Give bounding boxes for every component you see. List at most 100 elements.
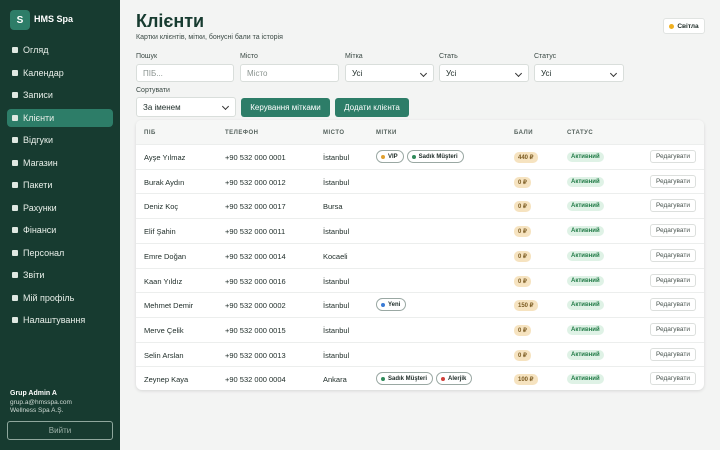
nav-label: Налаштування: [23, 315, 86, 325]
nav-item[interactable]: Відгуки: [7, 131, 113, 149]
nav-label: Відгуки: [23, 135, 54, 145]
edit-button[interactable]: Редагувати: [649, 322, 696, 336]
brand: HMS Spa: [34, 14, 74, 24]
table-row: Zeynep Kaya +90 532 000 0004 Ankara Sadık M…: [136, 366, 704, 390]
edit-button[interactable]: Редагувати: [649, 248, 696, 262]
nav-icon: [12, 317, 18, 323]
nav-item[interactable]: Мій профіль: [7, 289, 113, 307]
status-badge: Активний: [567, 349, 604, 360]
edit-button[interactable]: Редагувати: [649, 150, 696, 163]
nav-item[interactable]: Записи: [7, 86, 113, 104]
nav-icon: [12, 47, 18, 53]
tag-label: Sadık Müşteri: [388, 375, 428, 382]
nav-item[interactable]: Налаштування: [7, 311, 113, 329]
status-badge: Активний: [567, 374, 604, 385]
edit-button[interactable]: Редагувати: [649, 347, 696, 361]
nav-item[interactable]: Рахунки: [7, 199, 113, 217]
edit-button[interactable]: Редагувати: [649, 224, 696, 238]
nav-item[interactable]: Огляд: [7, 41, 113, 59]
client-phone: +90 532 000 0014: [225, 251, 286, 261]
client-city: Kocaeli: [323, 251, 348, 261]
points: 440 ₽: [514, 152, 538, 163]
clients-table: ПІБ ТЕЛЕФОН МІСТО МІТКИ БАЛИ СТАТУС Ayşe Yılm…: [136, 120, 704, 390]
filter-city[interactable]: Місто: [240, 64, 339, 82]
status-badge: Активний: [567, 300, 604, 311]
tag-chip: Yeni: [376, 298, 407, 312]
table-row: Burak Aydın +90 532 000 0012 İstanbul 0 ₽ Ак…: [136, 168, 704, 194]
filter-gender[interactable]: Усі: [439, 64, 529, 82]
nav-item[interactable]: Персонал: [7, 244, 113, 262]
filter-label: Місто: [240, 53, 258, 60]
sort-select[interactable]: За іменем: [136, 97, 236, 117]
points: 0 ₽: [514, 226, 531, 238]
nav-icon: [12, 182, 18, 188]
nav-item[interactable]: Пакети: [7, 176, 113, 194]
client-phone: +90 532 000 0013: [225, 350, 286, 360]
client-city: Bursa: [323, 202, 343, 212]
table-row: Kaan Yıldız +90 532 000 0016 İstanbul 0 ₽ Ак…: [136, 267, 704, 293]
edit-button[interactable]: Редагувати: [649, 174, 696, 188]
subtitle: Картки клієнтів, мітки, бонусні бали та …: [136, 34, 283, 41]
table-row: Merve Çelik +90 532 000 0015 İstanbul 0 ₽ Ак…: [136, 316, 704, 342]
table-row: Emre Doğan +90 532 000 0014 Kocaeli 0 ₽ Акти…: [136, 242, 704, 268]
client-phone: +90 532 000 0015: [225, 325, 286, 335]
tag-chip: VIP: [376, 150, 404, 163]
theme-label: Світла: [677, 22, 699, 30]
tag-dot: [381, 302, 385, 307]
points: 0 ₽: [514, 275, 531, 287]
client-city: İstanbul: [323, 153, 350, 162]
edit-button[interactable]: Редагувати: [649, 298, 696, 312]
table-row: Deniz Koç +90 532 000 0017 Bursa 0 ₽ Активни…: [136, 193, 704, 218]
nav-item[interactable]: Календар: [7, 64, 113, 82]
edit-button[interactable]: Редагувати: [649, 273, 696, 287]
nav-icon: [12, 114, 18, 121]
client-name: Zeynep Kaya: [144, 375, 189, 385]
nav-label: Фінанси: [23, 225, 57, 235]
manage-tags-button[interactable]: Керування мітками: [241, 98, 330, 117]
user-name: Grup Admin A: [10, 390, 57, 397]
points: 150 ₽: [514, 300, 538, 312]
nav-label: Персонал: [23, 247, 65, 258]
sidebar: S HMS Spa Grup Admin A grup.a@hmsspa.com…: [0, 0, 120, 450]
tag-label: Sadık Müşteri: [418, 153, 458, 160]
logout-button[interactable]: Вийти: [7, 421, 113, 440]
nav-icon: [12, 159, 18, 166]
nav-item[interactable]: Звіти: [7, 266, 113, 284]
edit-button[interactable]: Редагувати: [649, 199, 696, 213]
client-phone: +90 532 000 0016: [225, 276, 286, 286]
user-company: Wellness Spa A.Ş.: [10, 407, 64, 414]
filter-status[interactable]: Усі: [534, 64, 624, 82]
points: 0 ₽: [514, 349, 531, 361]
points: 100 ₽: [514, 374, 538, 386]
column-header: БАЛИ: [514, 130, 534, 136]
nav-item[interactable]: Магазин: [7, 154, 113, 172]
client-city: İstanbul: [323, 177, 350, 187]
client-city: İstanbul: [323, 276, 350, 286]
add-client-button[interactable]: Додати клієнта: [335, 98, 409, 117]
theme-toggle[interactable]: Світла: [663, 18, 705, 34]
nav-icon: [12, 204, 18, 211]
table-header: ПІБ ТЕЛЕФОН МІСТО МІТКИ БАЛИ СТАТУС: [136, 120, 704, 144]
filter-search[interactable]: ПІБ...: [136, 64, 234, 82]
client-city: İstanbul: [323, 301, 350, 311]
client-name: Merve Çelik: [144, 325, 184, 335]
nav-icon: [12, 92, 18, 98]
status-badge: Активний: [567, 152, 604, 162]
client-city: İstanbul: [323, 227, 350, 237]
sun-icon: [669, 23, 675, 29]
user-email: grup.a@hmsspa.com: [10, 399, 72, 406]
client-name: Kaan Yıldız: [144, 276, 183, 286]
client-phone: +90 532 000 0017: [225, 202, 286, 212]
nav-icon: [12, 294, 18, 301]
nav-icon: [12, 227, 18, 233]
nav-item[interactable]: Клієнти: [7, 108, 113, 127]
filter-tag[interactable]: Усі: [345, 64, 434, 82]
edit-button[interactable]: Редагувати: [649, 372, 696, 386]
table-row: Elif Şahin +90 532 000 0011 İstanbul 0 ₽ Акт…: [136, 218, 704, 243]
nav-item[interactable]: Фінанси: [7, 221, 113, 239]
status-badge: Активний: [567, 226, 604, 237]
client-phone: +90 532 000 0002: [225, 301, 286, 311]
nav-icon: [12, 69, 18, 76]
column-header: ПІБ: [144, 130, 156, 136]
